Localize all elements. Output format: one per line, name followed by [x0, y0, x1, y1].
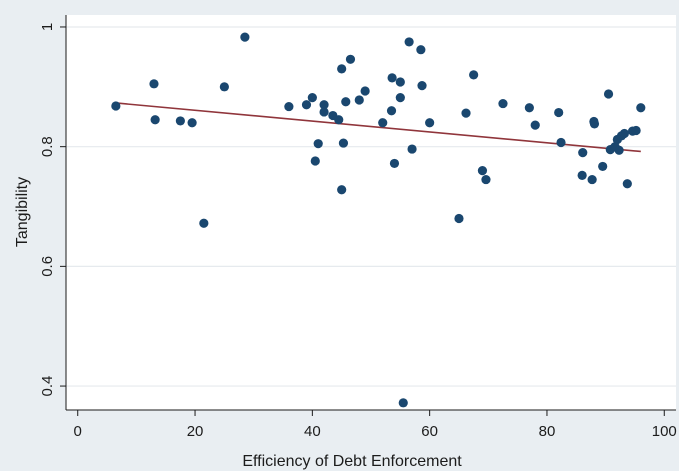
- x-tick-label: 20: [187, 423, 204, 440]
- data-point: [310, 156, 320, 166]
- data-point: [149, 79, 159, 89]
- data-point: [556, 137, 566, 148]
- data-point: [524, 103, 534, 113]
- data-point: [603, 89, 614, 99]
- data-point: [614, 145, 624, 155]
- y-tick-label: 0.6: [39, 256, 56, 277]
- data-point: [240, 32, 250, 42]
- data-point: [219, 82, 229, 92]
- data-point: [360, 86, 370, 96]
- data-point: [187, 118, 197, 128]
- data-point: [386, 106, 397, 116]
- data-point: [337, 64, 347, 74]
- data-point: [404, 37, 414, 47]
- data-point: [619, 128, 629, 139]
- x-tick-label: 40: [304, 423, 321, 440]
- data-point: [378, 118, 388, 128]
- data-point: [461, 108, 471, 118]
- x-tick-label: 100: [652, 423, 677, 440]
- data-point: [354, 95, 364, 105]
- data-point: [589, 119, 600, 129]
- data-point: [395, 92, 405, 103]
- data-point: [454, 213, 464, 224]
- y-tick-label: 0.4: [39, 376, 56, 397]
- data-point: [631, 125, 641, 136]
- data-point: [587, 174, 597, 185]
- y-ticks: 0.4 0.6 0.8 1: [39, 23, 66, 397]
- data-point: [416, 45, 426, 55]
- data-point: [175, 116, 185, 126]
- x-ticks: 0 20 40 60 80 100: [74, 410, 677, 440]
- data-point: [307, 92, 317, 103]
- data-point: [199, 218, 209, 228]
- data-point: [622, 179, 632, 189]
- data-point: [578, 148, 588, 158]
- points-layer: [111, 32, 646, 408]
- data-point: [345, 54, 356, 64]
- data-point: [554, 107, 564, 118]
- data-point: [111, 101, 121, 111]
- data-point: [334, 115, 344, 125]
- data-point: [498, 98, 508, 109]
- fit-layer: [115, 102, 641, 153]
- plot-area: [66, 15, 676, 410]
- data-point: [284, 101, 294, 112]
- data-point: [319, 100, 329, 110]
- y-axis-title: Tangibility: [14, 177, 31, 247]
- x-axis-title: Efficiency of Debt Enforcement: [242, 453, 462, 470]
- data-point: [337, 185, 347, 195]
- data-point: [338, 138, 349, 148]
- data-point: [530, 120, 540, 130]
- data-point: [425, 118, 435, 128]
- x-tick-label: 0: [74, 423, 82, 440]
- data-point: [341, 97, 351, 107]
- data-point: [389, 158, 400, 169]
- gridlines: [66, 26, 676, 387]
- y-tick-label: 1: [39, 23, 56, 31]
- data-point: [598, 161, 608, 172]
- x-tick-label: 80: [539, 423, 556, 440]
- data-point: [407, 144, 417, 154]
- data-point: [387, 73, 397, 83]
- data-point: [398, 398, 408, 408]
- data-point: [417, 81, 427, 91]
- y-tick-label: 0.8: [39, 136, 56, 157]
- data-point: [577, 170, 587, 180]
- data-point: [150, 115, 160, 125]
- data-point: [395, 77, 405, 87]
- data-point: [477, 166, 488, 176]
- data-point: [481, 174, 491, 185]
- data-point: [469, 70, 479, 80]
- data-point: [301, 100, 312, 110]
- fit-line: [115, 102, 641, 153]
- data-point: [319, 107, 329, 117]
- axes: [65, 15, 676, 411]
- data-point: [313, 139, 323, 149]
- data-point: [636, 103, 646, 113]
- x-tick-label: 60: [421, 423, 438, 440]
